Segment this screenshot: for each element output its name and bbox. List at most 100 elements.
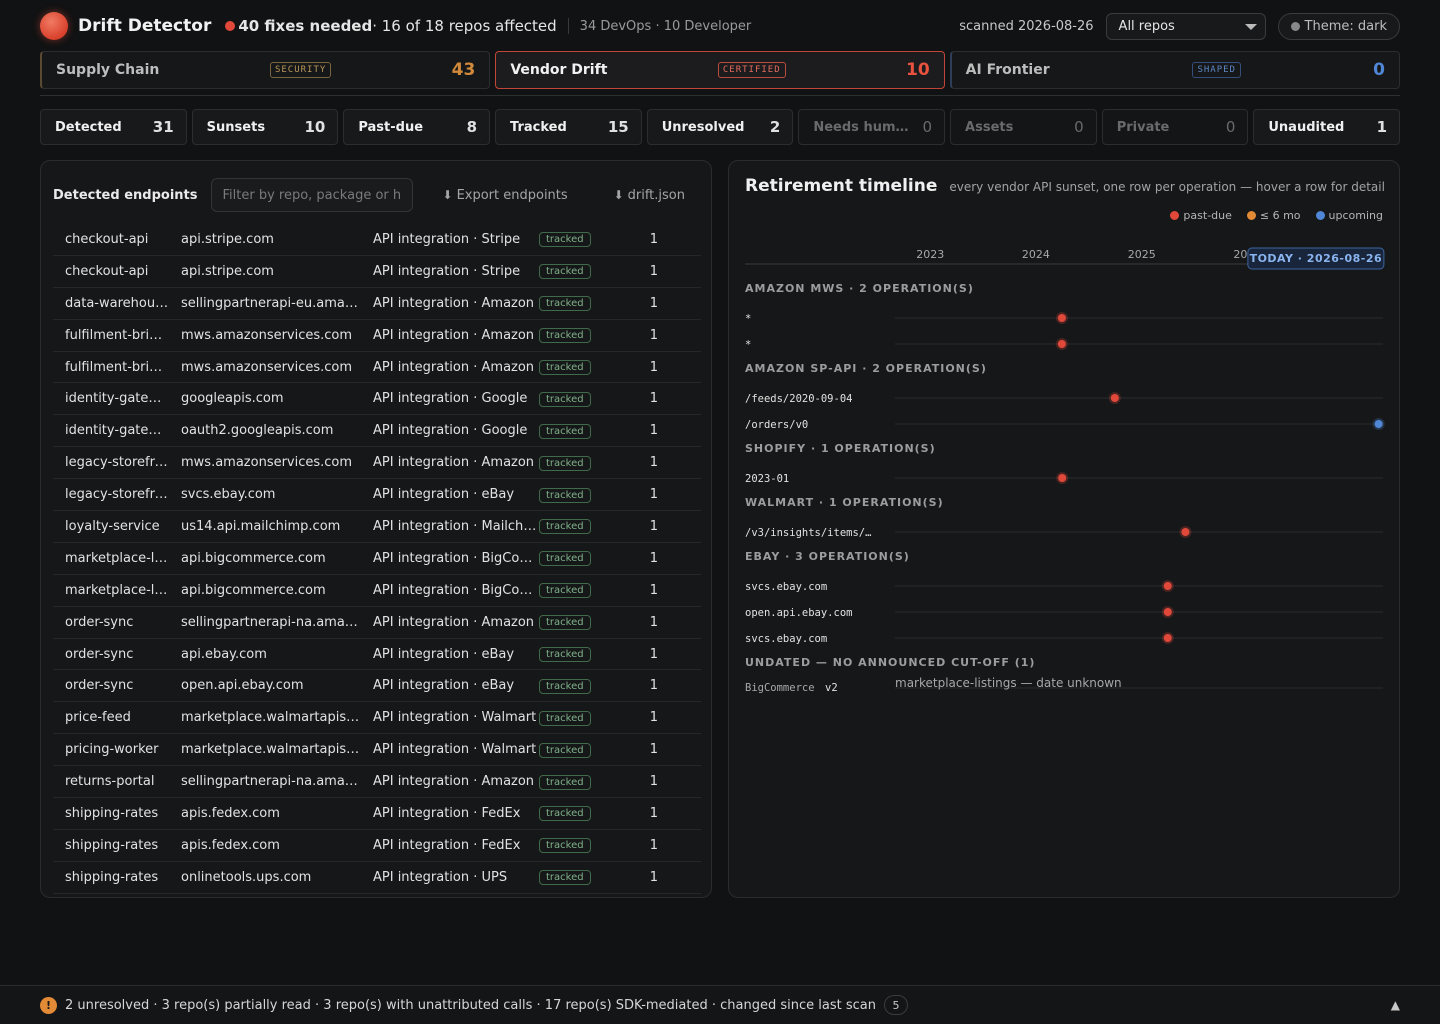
status-cell: tracked bbox=[538, 710, 638, 726]
fixes-summary: 40 fixes needed · 16 of 18 repos affecte… bbox=[225, 17, 557, 35]
theme-toggle-button[interactable]: Theme: dark bbox=[1277, 12, 1400, 40]
status-footer[interactable]: ! 2 unresolved · 3 repo(s) partially rea… bbox=[0, 985, 1440, 1024]
stat-tab-unaudited[interactable]: Unaudited 1 bbox=[1253, 109, 1401, 145]
table-row[interactable]: fulfilment-bridge mws.amazonservices.com A… bbox=[53, 320, 701, 352]
sunset-point[interactable] bbox=[1057, 340, 1066, 348]
table-row[interactable]: order-sync open.api.ebay.com API integrati… bbox=[53, 670, 701, 703]
endpoints-table: checkout-api api.stripe.com API integratio… bbox=[53, 224, 701, 894]
count-cell: 1 bbox=[649, 582, 658, 598]
app-header: Drift Detector 40 fixes needed · 16 of 1… bbox=[40, 12, 1400, 40]
stat-tab-unresolved[interactable]: Unresolved 2 bbox=[646, 109, 794, 145]
table-row[interactable]: identity-gateway googleapis.com API integr… bbox=[53, 383, 701, 416]
repo-cell: legacy-storefront bbox=[65, 487, 169, 503]
filter-field[interactable] bbox=[210, 178, 413, 212]
status-cell: tracked bbox=[538, 518, 638, 535]
today-marker bbox=[1247, 247, 1385, 270]
undated-title: UNDATED — NO ANNOUNCED CUT-OFF (1) bbox=[745, 656, 1035, 669]
table-row[interactable]: shipping-rates onlinetools.ups.com API int… bbox=[53, 862, 701, 894]
table-row[interactable]: returns-portal sellingpartnerapi-na.amazo… bbox=[53, 766, 701, 799]
legend-item-past-due: past-due bbox=[1170, 209, 1232, 222]
count-cell: 1 bbox=[649, 742, 658, 758]
operation-label: open.api.ebay.com bbox=[745, 607, 852, 619]
count-cell: 1 bbox=[649, 837, 658, 853]
table-row[interactable]: marketplace-listings api.bigcommerce.com A… bbox=[53, 575, 701, 607]
stat-tab-past-due[interactable]: Past-due 8 bbox=[343, 109, 491, 145]
table-row[interactable]: checkout-api api.stripe.com API integratio… bbox=[53, 256, 701, 288]
table-row[interactable]: fulfilment-bridge mws.amazonservices.com A… bbox=[53, 352, 701, 384]
table-row[interactable]: order-sync api.ebay.com API integration · … bbox=[53, 639, 701, 671]
sunset-point[interactable] bbox=[1163, 608, 1172, 616]
status-badge: tracked bbox=[539, 615, 591, 631]
table-row[interactable]: identity-gateway oauth2.googleapis.com API… bbox=[53, 415, 701, 448]
status-badge: tracked bbox=[539, 487, 591, 503]
category-supply-chain[interactable]: Supply Chain SECURITY 43 bbox=[40, 51, 491, 89]
expand-caret-icon[interactable]: ▲ bbox=[1390, 998, 1400, 1012]
theme-label: Theme: dark bbox=[1304, 18, 1387, 34]
sunset-point[interactable] bbox=[1163, 582, 1172, 590]
status-cell: tracked bbox=[538, 678, 638, 694]
legend-label: past-due bbox=[1183, 209, 1232, 222]
filter-input[interactable] bbox=[222, 187, 401, 203]
stat-label: Unresolved bbox=[661, 119, 745, 135]
legend-dot-icon bbox=[1315, 211, 1325, 220]
table-row[interactable]: checkout-api api.stripe.com API integratio… bbox=[53, 224, 701, 256]
sunset-point[interactable] bbox=[1163, 634, 1172, 642]
status-badge: tracked bbox=[539, 519, 591, 535]
table-row[interactable]: legacy-storefront mws.amazonservices.com A… bbox=[53, 447, 701, 480]
export-endpoints-button[interactable]: ⬇ Export endpoints bbox=[443, 188, 568, 203]
table-row[interactable]: legacy-storefront svcs.ebay.com API integr… bbox=[53, 479, 701, 512]
table-row[interactable]: shipping-rates apis.fedex.com API integrat… bbox=[53, 830, 701, 862]
category-ai-frontier[interactable]: AI Frontier SHAPED 0 bbox=[949, 51, 1400, 89]
timeline-subtitle: every vendor API sunset, one row per ope… bbox=[949, 180, 1385, 194]
drift-json-button[interactable]: ⬇ drift.json bbox=[614, 188, 685, 203]
year-tick-label: 2024 bbox=[1022, 248, 1050, 261]
status-cell: tracked bbox=[538, 774, 638, 790]
stat-tab-assets[interactable]: Assets 0 bbox=[950, 109, 1097, 145]
repo-select[interactable]: All repos bbox=[1105, 12, 1266, 40]
alert-dot-icon bbox=[225, 21, 236, 31]
status-badge: tracked bbox=[539, 710, 591, 726]
sunset-point[interactable] bbox=[1057, 314, 1066, 322]
stat-count: 2 bbox=[769, 118, 781, 136]
host-cell: marketplace.walmartapis.com bbox=[181, 742, 363, 758]
changed-count-badge: 5 bbox=[883, 995, 908, 1015]
table-row[interactable]: data-warehouse sellingpartnerapi-eu.amazo… bbox=[53, 288, 701, 320]
undated-vendor: BigCommerce bbox=[745, 682, 815, 694]
operation-label: svcs.ebay.com bbox=[745, 581, 827, 593]
category-name: AI Frontier bbox=[965, 62, 1050, 78]
host-cell: api.ebay.com bbox=[181, 646, 267, 662]
table-row[interactable]: pricing-worker marketplace.walmartapis.co… bbox=[53, 734, 701, 767]
table-row[interactable]: order-sync sellingpartnerapi-na.amazon.co… bbox=[53, 607, 701, 639]
status-badge: tracked bbox=[539, 232, 591, 248]
status-cell: tracked bbox=[538, 295, 638, 312]
json-label: drift.json bbox=[627, 187, 685, 203]
status-cell: tracked bbox=[538, 869, 638, 886]
undated-version: v2 bbox=[825, 682, 838, 694]
count-cell: 1 bbox=[649, 710, 658, 726]
status-badge: tracked bbox=[539, 583, 591, 599]
stat-tab-private[interactable]: Private 0 bbox=[1101, 109, 1249, 145]
count-cell: 1 bbox=[649, 295, 658, 311]
stat-tab-needs-human-review[interactable]: Needs human review 0 bbox=[798, 109, 946, 145]
category-vendor-drift[interactable]: Vendor Drift CERTIFIED 10 bbox=[495, 51, 945, 89]
count-cell: 1 bbox=[649, 327, 658, 343]
table-row[interactable]: marketplace-listings api.bigcommerce.com A… bbox=[53, 543, 701, 575]
table-row[interactable]: shipping-rates apis.fedex.com API integrat… bbox=[53, 798, 701, 830]
kind-cell: API integration · eBay bbox=[373, 678, 515, 694]
kind-cell: API integration · Amazon bbox=[373, 359, 535, 375]
sunset-point[interactable] bbox=[1374, 420, 1383, 428]
table-row[interactable]: price-feed marketplace.walmartapis.com API… bbox=[53, 702, 701, 735]
stat-tab-sunsets[interactable]: Sunsets 10 bbox=[191, 109, 339, 145]
undated-note: marketplace-listings — date unknown bbox=[895, 676, 1122, 690]
repo-cell: identity-gateway bbox=[65, 423, 169, 439]
stat-label: Assets bbox=[965, 119, 1014, 135]
table-row[interactable]: loyalty-service us14.api.mailchimp.com API… bbox=[53, 511, 701, 543]
stat-tab-tracked[interactable]: Tracked 15 bbox=[495, 109, 642, 145]
sunset-point[interactable] bbox=[1110, 394, 1119, 402]
sunset-point[interactable] bbox=[1058, 474, 1067, 482]
status-cell: tracked bbox=[538, 455, 638, 471]
repo-cell: fulfilment-bridge bbox=[65, 327, 169, 343]
category-count: 0 bbox=[1373, 60, 1385, 80]
stat-tab-detected[interactable]: Detected 31 bbox=[40, 109, 187, 145]
sunset-point[interactable] bbox=[1181, 528, 1190, 536]
